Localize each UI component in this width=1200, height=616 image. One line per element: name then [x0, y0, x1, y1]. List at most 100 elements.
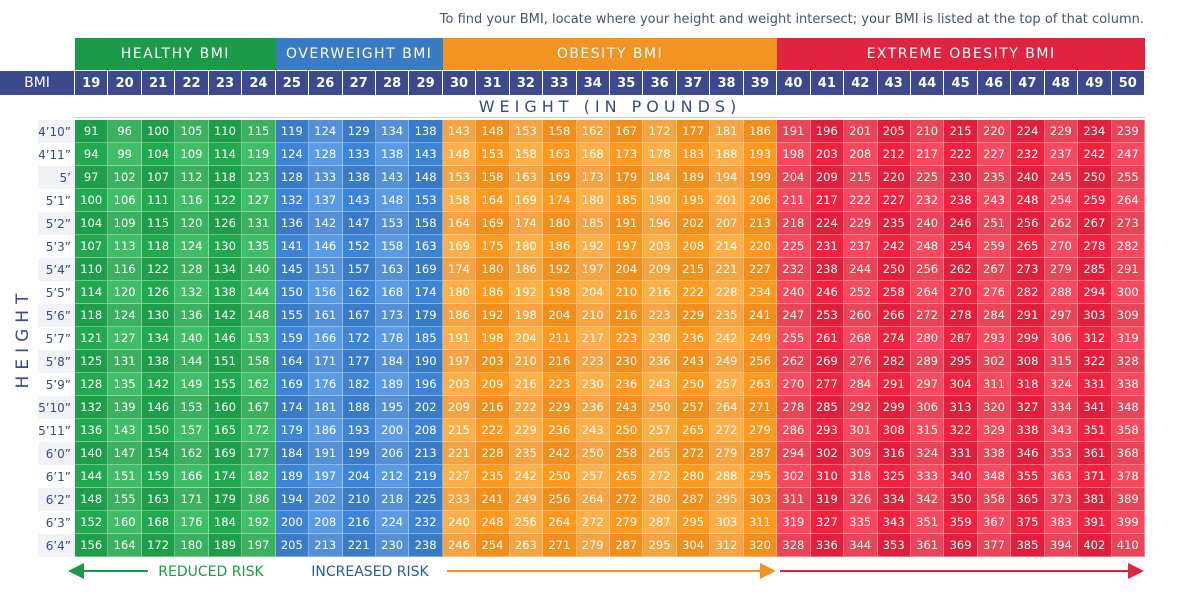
weight-cell: 210	[610, 281, 644, 304]
weight-cell: 325	[877, 465, 911, 488]
weight-cell: 238	[409, 534, 443, 557]
weight-cell: 346	[1011, 442, 1045, 465]
weight-cell: 158	[242, 350, 276, 373]
bmi-value: 44	[910, 71, 945, 95]
weight-cell: 163	[409, 235, 443, 258]
weight-cell: 142	[141, 373, 176, 396]
weight-cell: 230	[610, 350, 644, 373]
weight-cell: 246	[810, 281, 845, 304]
weight-cell: 268	[844, 327, 878, 350]
weight-cell: 169	[275, 373, 310, 396]
weight-cell: 272	[643, 465, 677, 488]
weight-cell: 148	[375, 189, 410, 212]
weight-cell: 144	[75, 465, 109, 488]
weight-cell: 327	[810, 511, 845, 534]
bmi-value: 45	[944, 71, 978, 95]
weight-cell: 121	[75, 327, 109, 350]
weight-cell: 311	[743, 511, 778, 534]
weight-cell: 111	[141, 189, 176, 212]
weight-cell: 158	[476, 166, 510, 189]
weight-cell: 292	[844, 396, 878, 419]
weight-cell: 109	[175, 143, 209, 166]
weight-cell: 178	[375, 327, 410, 350]
weight-cell: 209	[442, 396, 477, 419]
weight-cell: 186	[476, 281, 510, 304]
weight-cell: 235	[509, 442, 544, 465]
weight-cell: 131	[242, 212, 276, 235]
weight-cell: 109	[108, 212, 142, 235]
weight-cell: 231	[810, 235, 845, 258]
bmi-value: 33	[543, 71, 577, 95]
weight-cell: 180	[509, 235, 544, 258]
bmi-value: 39	[743, 71, 778, 95]
weight-cell: 122	[141, 258, 176, 281]
weight-cell: 224	[810, 212, 845, 235]
weight-cell: 312	[710, 534, 744, 557]
height-value: 5’2”	[38, 212, 75, 235]
weight-cell: 197	[242, 534, 276, 557]
height-value: 5’10”	[38, 396, 75, 419]
weight-cell: 216	[610, 304, 644, 327]
weight-cell: 155	[275, 304, 310, 327]
weight-cell: 185	[576, 212, 610, 235]
weight-cell: 218	[375, 488, 410, 511]
weight-cell: 256	[1011, 212, 1045, 235]
weight-cell: 280	[676, 465, 711, 488]
weight-cell: 203	[442, 373, 477, 396]
weight-cell: 238	[944, 189, 978, 212]
weight-cell: 143	[108, 419, 142, 442]
weight-cell: 338	[1111, 373, 1145, 396]
bmi-value: 22	[175, 71, 209, 95]
weight-cell: 291	[1111, 258, 1145, 281]
weight-cell: 181	[710, 120, 744, 143]
weight-cell: 217	[910, 143, 945, 166]
weight-cell: 288	[710, 465, 744, 488]
weight-cell: 279	[1044, 258, 1079, 281]
bmi-value: 40	[777, 71, 811, 95]
weight-cell: 318	[844, 465, 878, 488]
weight-cell: 293	[977, 327, 1012, 350]
weight-cell: 318	[1011, 373, 1045, 396]
weight-cell: 196	[409, 373, 443, 396]
bmi-value: 20	[108, 71, 142, 95]
weight-cell: 249	[710, 350, 744, 373]
weight-cell: 162	[175, 442, 209, 465]
weight-cell: 333	[910, 465, 945, 488]
weight-cell: 303	[710, 511, 744, 534]
weight-cell: 152	[342, 235, 376, 258]
weight-cell: 119	[242, 143, 276, 166]
weight-cell: 217	[810, 189, 845, 212]
weight-cell: 243	[610, 396, 644, 419]
weight-cell: 134	[375, 120, 410, 143]
weight-cell: 264	[543, 511, 577, 534]
bmi-value: 36	[643, 71, 677, 95]
weight-cell: 402	[1078, 534, 1112, 557]
weight-cell: 204	[342, 465, 376, 488]
weight-cell: 211	[543, 327, 577, 350]
weight-cell: 204	[610, 258, 644, 281]
weight-cell: 116	[108, 258, 142, 281]
weight-cell: 248	[476, 511, 510, 534]
bmi-value: 46	[977, 71, 1012, 95]
weight-cell: 253	[810, 304, 845, 327]
weight-cell: 146	[208, 327, 243, 350]
weight-cell: 192	[476, 304, 510, 327]
weight-cell: 140	[75, 442, 109, 465]
weight-cell: 141	[275, 235, 310, 258]
weight-cell: 278	[944, 304, 978, 327]
weight-cell: 263	[509, 534, 544, 557]
weight-cell: 344	[844, 534, 878, 557]
weight-cell: 134	[141, 327, 176, 350]
weight-cell: 120	[175, 212, 209, 235]
weight-cell: 148	[242, 304, 276, 327]
reduced-risk: REDUCED RISK	[158, 564, 264, 580]
weight-cell: 221	[710, 258, 744, 281]
weight-cell: 180	[576, 189, 610, 212]
weight-cell: 234	[1078, 120, 1112, 143]
weight-cell: 155	[108, 488, 142, 511]
weight-cell: 273	[1011, 258, 1045, 281]
weight-cell: 175	[476, 235, 510, 258]
weight-cell: 138	[375, 143, 410, 166]
weight-cell: 261	[810, 327, 845, 350]
weight-cell: 178	[643, 143, 677, 166]
